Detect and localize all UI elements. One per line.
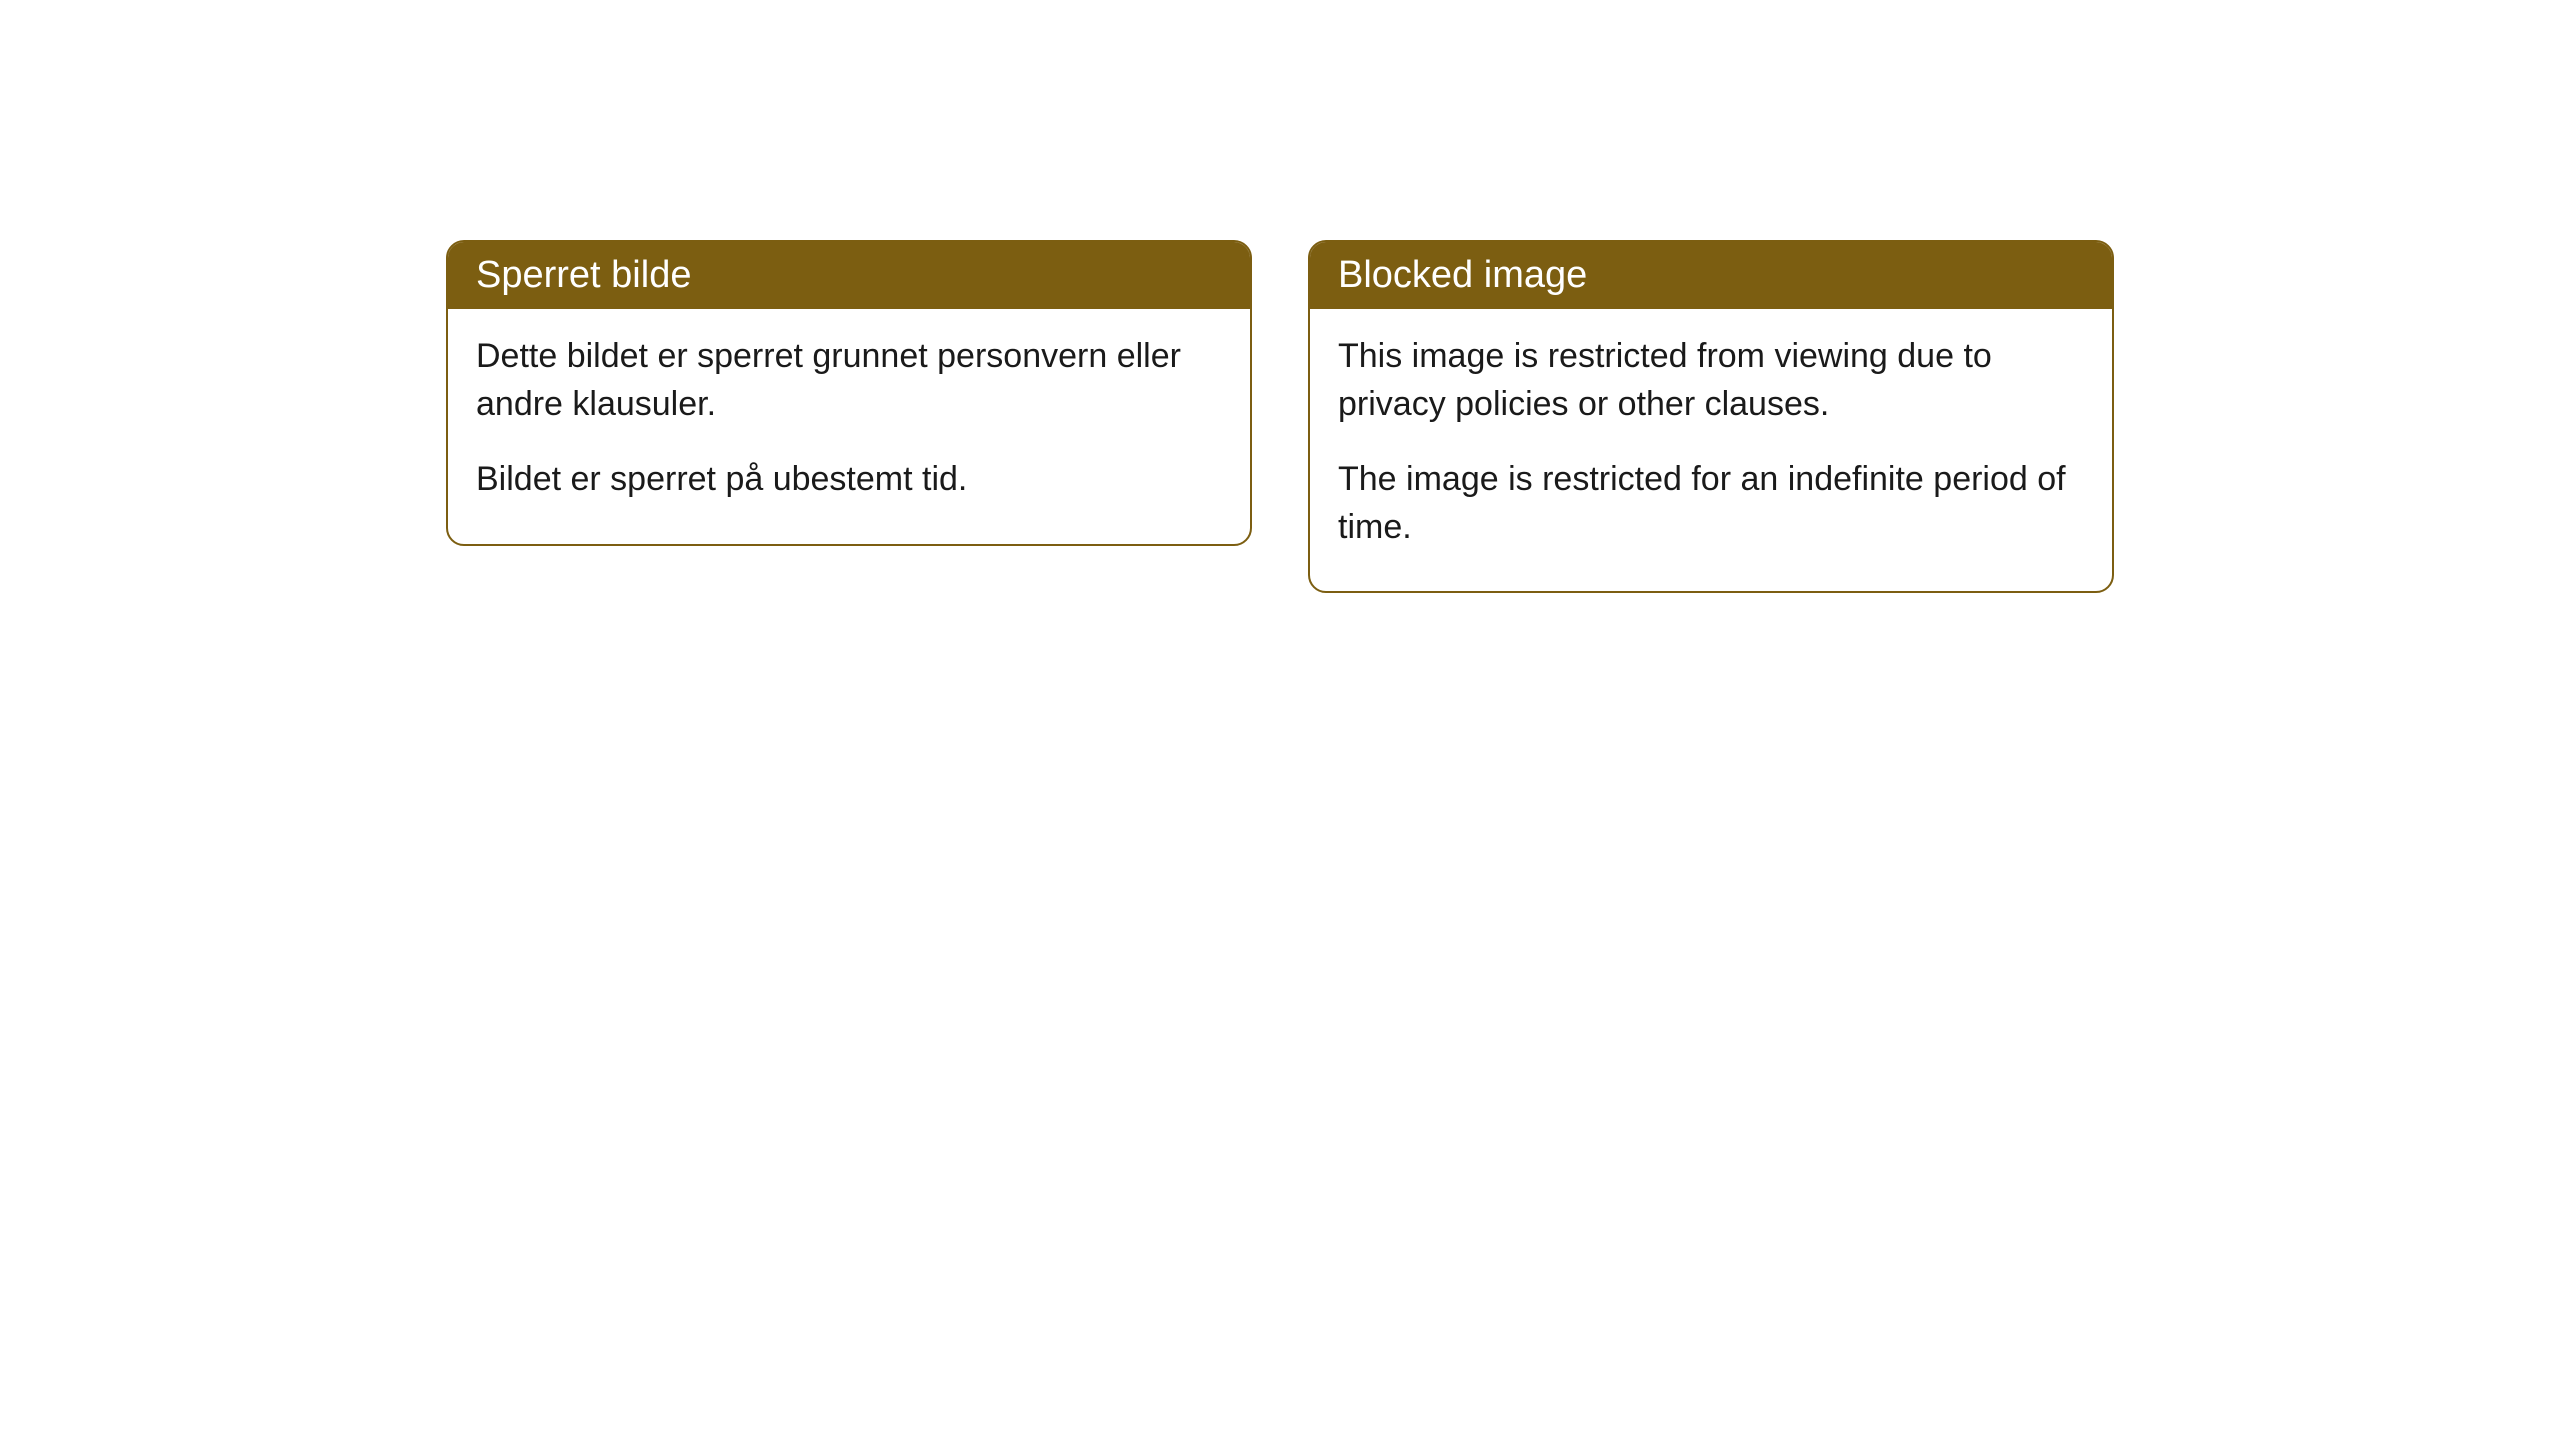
card-paragraph: Dette bildet er sperret grunnet personve… [476, 333, 1222, 428]
notice-cards-container: Sperret bilde Dette bildet er sperret gr… [446, 240, 2114, 1440]
card-title: Blocked image [1338, 254, 1587, 296]
card-header: Blocked image [1310, 242, 2112, 309]
card-paragraph: This image is restricted from viewing du… [1338, 333, 2084, 428]
card-header: Sperret bilde [448, 242, 1250, 309]
notice-card-english: Blocked image This image is restricted f… [1308, 240, 2114, 593]
card-body: This image is restricted from viewing du… [1310, 309, 2112, 591]
card-paragraph: The image is restricted for an indefinit… [1338, 456, 2084, 551]
card-title: Sperret bilde [476, 254, 691, 296]
notice-card-norwegian: Sperret bilde Dette bildet er sperret gr… [446, 240, 1252, 546]
card-paragraph: Bildet er sperret på ubestemt tid. [476, 456, 1222, 504]
card-body: Dette bildet er sperret grunnet personve… [448, 309, 1250, 544]
